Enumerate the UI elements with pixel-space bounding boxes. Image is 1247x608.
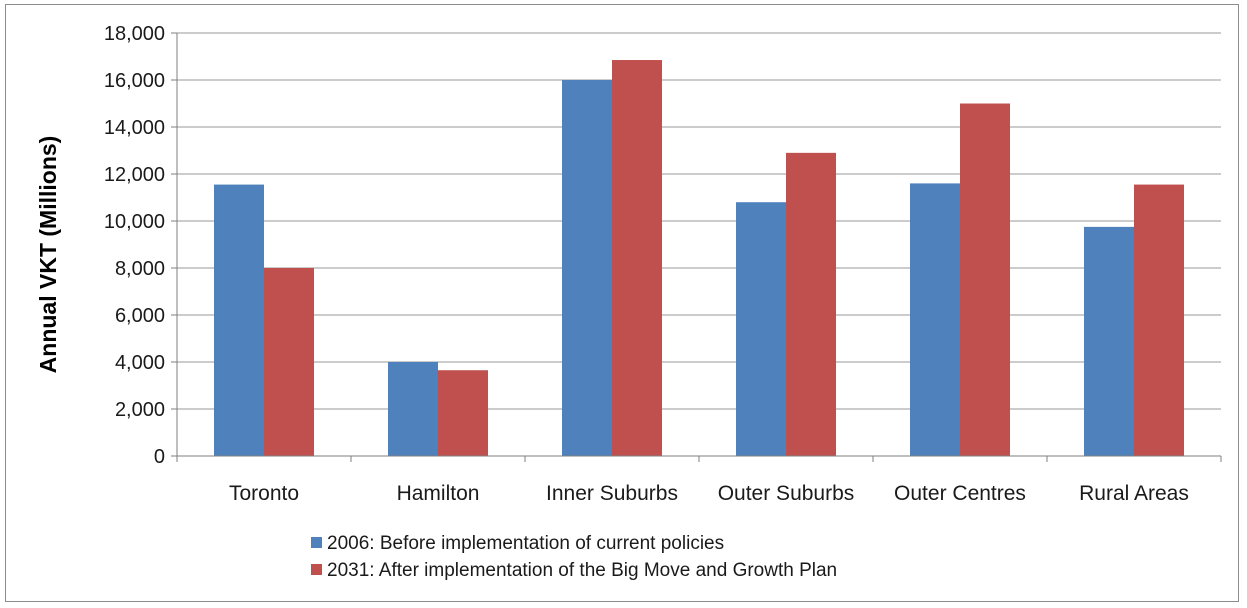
bar (388, 362, 438, 456)
y-tick-label: 8,000 (115, 258, 165, 280)
x-category-label: Outer Suburbs (718, 482, 855, 505)
bar (960, 103, 1010, 456)
x-category-label: Toronto (229, 482, 299, 505)
y-tick-label: 12,000 (104, 164, 165, 186)
legend: 2006: Before implementation of current p… (311, 533, 837, 581)
y-tick-label: 10,000 (104, 211, 165, 233)
legend-swatch (311, 537, 322, 548)
y-tick-label: 6,000 (115, 305, 165, 327)
x-category-label: Rural Areas (1079, 482, 1189, 505)
y-tick-label: 16,000 (104, 70, 165, 92)
gridlines (177, 32, 1221, 410)
bar (736, 202, 786, 456)
bar (264, 268, 314, 456)
bar (786, 152, 836, 456)
axes: 0 2,000 4,000 6,000 8,000 10,000 12,000 14,000 1… (104, 23, 1222, 505)
bar (910, 183, 960, 456)
y-tick-label: 18,000 (104, 23, 165, 45)
chart-frame: 0 2,000 4,000 6,000 8,000 10,000 12,000 14,000 1… (5, 4, 1239, 602)
legend-swatch (311, 564, 322, 575)
legend-entry: 2031: After implementation of the Big Mo… (327, 560, 837, 581)
bars (214, 60, 1184, 457)
y-axis-label: Annual VKT (Millions) (35, 136, 61, 374)
x-category-label: Inner Suburbs (546, 482, 678, 505)
x-category-label: Hamilton (397, 482, 480, 505)
y-tick-label: 2,000 (115, 399, 165, 421)
y-tick-label: 14,000 (104, 117, 165, 139)
bar-chart: 0 2,000 4,000 6,000 8,000 10,000 12,000 14,000 1… (35, 23, 1222, 581)
y-tick-label: 4,000 (115, 352, 165, 374)
bar (612, 60, 662, 457)
bar (1134, 184, 1184, 456)
bar (438, 370, 488, 456)
x-category-label: Outer Centres (894, 482, 1026, 505)
bar (562, 80, 612, 456)
bar (214, 184, 264, 456)
legend-entry: 2006: Before implementation of current p… (327, 533, 724, 554)
bar (1084, 226, 1134, 456)
y-tick-label: 0 (154, 446, 165, 468)
